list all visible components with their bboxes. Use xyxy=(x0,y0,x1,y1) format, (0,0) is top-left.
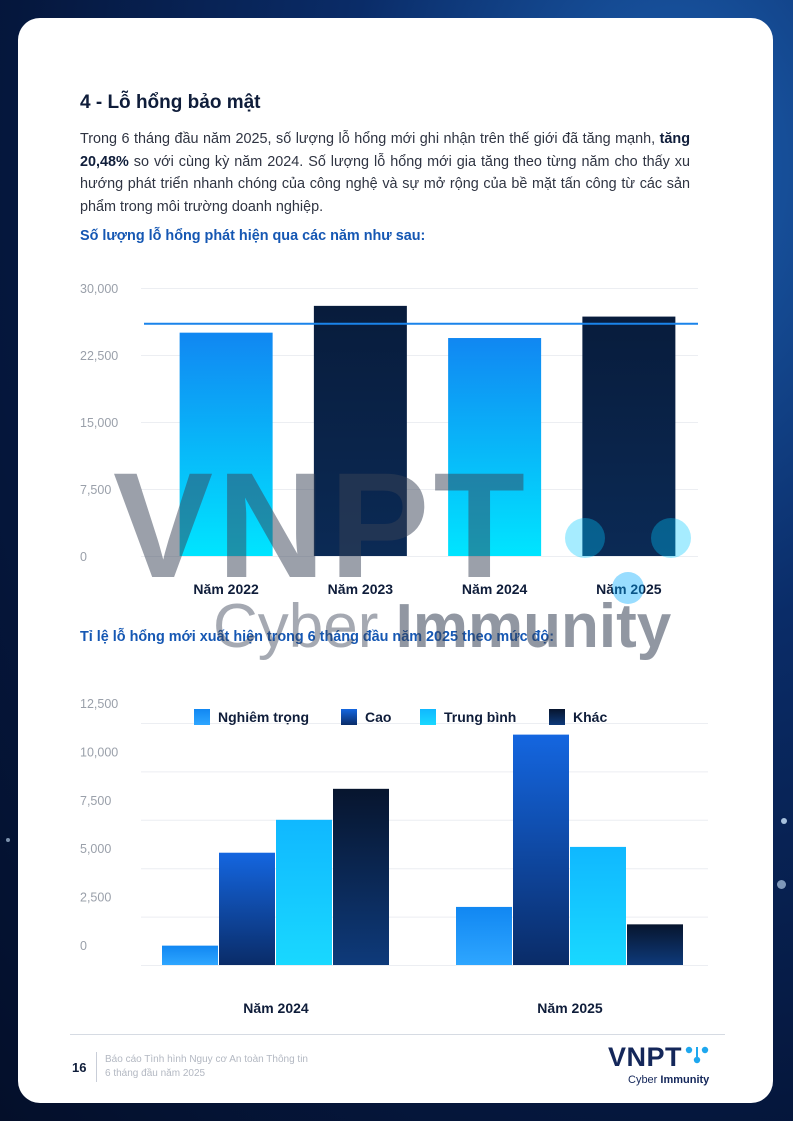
footer-divider xyxy=(70,1034,725,1035)
chart1-heading: Số lượng lỗ hổng phát hiện qua các năm n… xyxy=(80,228,426,244)
bar xyxy=(162,945,218,965)
y-tick-label: 7,500 xyxy=(80,483,111,497)
intro-text-continued: so với cùng kỳ năm 2024. Số lượng lỗ hổn… xyxy=(80,153,690,215)
y-tick-label: 7,500 xyxy=(80,794,111,808)
legend-label: Nghiêm trọng xyxy=(218,709,309,725)
bar xyxy=(456,906,512,965)
legend-label: Cao xyxy=(365,709,391,725)
legend-label: Trung bình xyxy=(444,709,516,725)
footer-line-1: Báo cáo Tình hình Nguy cơ An toàn Thông … xyxy=(105,1054,308,1065)
footer-line-2: 6 tháng đầu năm 2025 xyxy=(105,1068,206,1079)
vnpt-logo: VNPT Cyber Immunity xyxy=(608,1044,710,1087)
y-tick-label: 30,000 xyxy=(80,282,118,296)
legend-swatch xyxy=(194,709,210,725)
severity-breakdown-chart: 12,500 10,000 7,500 5,000 2,500 0 Nghiêm trọng… xyxy=(80,697,708,1016)
chart2-heading: Tỉ lệ lỗ hổng mới xuất hiện trong 6 thán… xyxy=(80,629,554,645)
logo-tag-regular: Cyber xyxy=(628,1074,658,1086)
background-light-dot xyxy=(777,880,786,889)
bar xyxy=(333,788,389,965)
logo-tag-bold: Immunity xyxy=(660,1074,710,1086)
legend-swatch xyxy=(549,709,565,725)
background-light-dot xyxy=(781,818,787,824)
vnpt-logo-tagline: Cyber Immunity xyxy=(628,1074,710,1086)
bar xyxy=(513,734,569,965)
legend-swatch xyxy=(341,709,357,725)
x-category-label: Năm 2023 xyxy=(328,581,394,597)
intro-text: Trong 6 tháng đầu năm 2025, số lượng lỗ … xyxy=(80,131,660,147)
bar xyxy=(276,819,332,965)
yearly-vulnerabilities-chart: 30,000 22,500 15,000 7,500 0 Năm 2022 Năm 2023… xyxy=(80,282,698,597)
vnpt-logo-text: VNPT xyxy=(608,1044,710,1071)
bar xyxy=(627,924,683,965)
footer-report-title: Báo cáo Tình hình Nguy cơ An toàn Thông … xyxy=(105,1053,308,1081)
y-tick-label: 2,500 xyxy=(80,891,111,905)
intro-paragraph: Trong 6 tháng đầu năm 2025, số lượng lỗ … xyxy=(80,128,690,218)
section-title: 4 - Lỗ hổng bảo mật xyxy=(80,92,261,113)
y-tick-label: 0 xyxy=(80,550,87,564)
vnpt-logo-mark-icon xyxy=(685,1046,709,1064)
bar xyxy=(570,846,626,965)
x-category-label: Năm 2024 xyxy=(462,581,528,597)
bar xyxy=(448,338,542,556)
growth-highlight: tăng 20,48% xyxy=(80,131,690,170)
footer-separator xyxy=(96,1052,97,1082)
y-tick-label: 22,500 xyxy=(80,349,118,363)
bar xyxy=(313,305,407,556)
x-category-label: Năm 2024 xyxy=(243,1000,309,1016)
legend-swatch xyxy=(420,709,436,725)
report-page: 4 - Lỗ hổng bảo mật Trong 6 tháng đầu nă… xyxy=(18,18,773,1103)
vnpt-logo-wordmark: VNPT xyxy=(608,1042,683,1072)
page-number: 16 xyxy=(72,1060,87,1075)
background-light-dot xyxy=(6,838,10,842)
y-tick-label: 10,000 xyxy=(80,745,118,759)
y-tick-label: 15,000 xyxy=(80,416,118,430)
y-tick-label: 12,500 xyxy=(80,697,118,711)
bar xyxy=(582,316,676,556)
bar xyxy=(219,852,275,965)
legend-label: Khác xyxy=(573,709,607,725)
y-tick-label: 0 xyxy=(80,939,87,953)
watermark-logo-mark-icon xyxy=(565,518,691,604)
bar xyxy=(179,332,273,556)
x-category-label: Năm 2022 xyxy=(193,581,259,597)
y-tick-label: 5,000 xyxy=(80,842,111,856)
x-category-label: Năm 2025 xyxy=(596,581,662,597)
x-category-label: Năm 2025 xyxy=(537,1000,603,1016)
